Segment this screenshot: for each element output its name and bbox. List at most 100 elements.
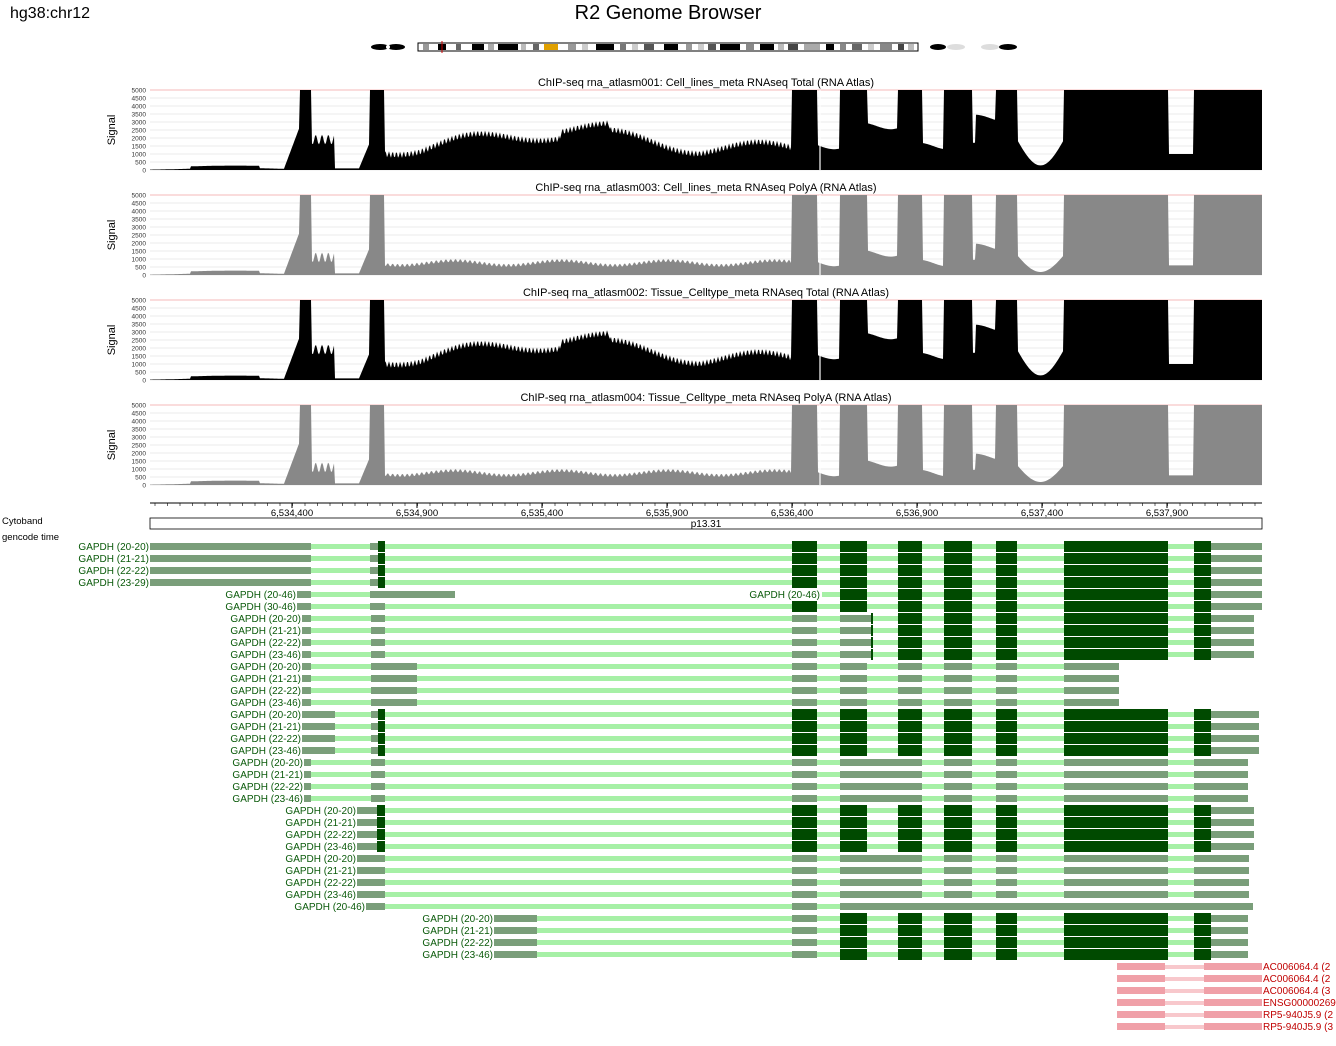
- transcript-label[interactable]: GAPDH (20-20): [230, 662, 301, 673]
- gencode-track[interactable]: GAPDH (20-20)GAPDH (21-21)GAPDH (22-22)G…: [78, 541, 1262, 961]
- signal-track[interactable]: ChIP-seq rna_atlasm002: Tissue_Celltype_…: [106, 287, 1262, 385]
- transcript-label[interactable]: GAPDH (21-21): [230, 626, 301, 637]
- transcript-label[interactable]: GAPDH (23-46): [422, 950, 493, 961]
- transcript-row[interactable]: GAPDH (23-46): [422, 949, 1248, 961]
- other-transcript-label[interactable]: RP5-940J5.9 (3: [1263, 1022, 1333, 1033]
- transcript-label[interactable]: GAPDH (22-22): [230, 638, 301, 649]
- transcript-label[interactable]: GAPDH (23-46): [285, 842, 356, 853]
- transcript-label[interactable]: GAPDH (22-22): [232, 782, 303, 793]
- transcript-label[interactable]: GAPDH (22-22): [285, 878, 356, 889]
- transcript-label[interactable]: GAPDH (23-46): [232, 794, 303, 805]
- transcript-row[interactable]: GAPDH (20-20): [78, 541, 1262, 553]
- transcript-label[interactable]: GAPDH (20-20): [232, 758, 303, 769]
- chromosome-ideogram[interactable]: [368, 40, 1028, 54]
- transcript-row[interactable]: GAPDH (21-21): [230, 625, 1254, 637]
- transcript-row[interactable]: GAPDH (20-20): [230, 613, 1254, 625]
- transcript-row[interactable]: GAPDH (21-21): [230, 674, 1119, 685]
- transcript-row[interactable]: GAPDH (21-21): [285, 817, 1254, 829]
- other-transcript-row[interactable]: AC006064.4 (2: [1117, 962, 1331, 973]
- other-transcript-label[interactable]: ENSG00000269: [1263, 998, 1336, 1009]
- transcript-row[interactable]: GAPDH (21-21): [78, 553, 1262, 565]
- transcript-row[interactable]: GAPDH (23-46): [285, 841, 1254, 853]
- transcript-row[interactable]: GAPDH (23-46): [230, 698, 1119, 709]
- transcript-segment: [1064, 721, 1168, 732]
- transcript-row[interactable]: GAPDH (21-21): [285, 866, 1249, 877]
- transcript-row[interactable]: GAPDH (20-20): [422, 913, 1248, 925]
- transcript-row[interactable]: GAPDH (21-21): [232, 770, 1248, 781]
- transcript-label[interactable]: GAPDH (20-20): [230, 614, 301, 625]
- transcript-label[interactable]: GAPDH (23-46): [230, 650, 301, 661]
- transcript-label[interactable]: GAPDH (23-46): [230, 746, 301, 757]
- other-transcript-label[interactable]: AC006064.4 (3: [1263, 986, 1331, 997]
- transcript-row[interactable]: GAPDH (23-46): [230, 745, 1259, 757]
- transcript-label[interactable]: GAPDH (30-46): [225, 602, 296, 613]
- transcript-row[interactable]: GAPDH (22-22): [230, 637, 1254, 649]
- signal-track[interactable]: ChIP-seq rna_atlasm001: Cell_lines_meta …: [106, 77, 1262, 175]
- transcript-label[interactable]: GAPDH (22-22): [230, 686, 301, 697]
- transcript-row[interactable]: GAPDH (20-20): [230, 662, 1119, 673]
- transcript-label[interactable]: GAPDH (20-20): [422, 914, 493, 925]
- transcript-label[interactable]: GAPDH (21-21): [230, 722, 301, 733]
- transcript-row[interactable]: GAPDH (22-22): [230, 686, 1119, 697]
- transcript-row[interactable]: GAPDH (20-46): [294, 902, 1253, 913]
- transcript-row[interactable]: GAPDH (22-22): [285, 829, 1254, 841]
- transcript-row[interactable]: GAPDH (22-22): [285, 878, 1249, 889]
- transcript-segment: [840, 541, 867, 552]
- transcript-segment: [996, 663, 1017, 670]
- transcript-label[interactable]: GAPDH (22-22): [78, 566, 149, 577]
- transcript-row[interactable]: GAPDH (21-21): [422, 925, 1248, 937]
- transcript-row[interactable]: GAPDH (22-22): [422, 937, 1248, 949]
- transcript-label[interactable]: GAPDH (22-22): [230, 734, 301, 745]
- transcript-label[interactable]: GAPDH (21-21): [230, 674, 301, 685]
- signal-track[interactable]: ChIP-seq rna_atlasm004: Tissue_Celltype_…: [106, 392, 1262, 490]
- transcript-label[interactable]: GAPDH (20-46): [225, 590, 296, 601]
- transcript-segment: [1194, 949, 1211, 960]
- transcript-label[interactable]: GAPDH (21-21): [285, 818, 356, 829]
- transcript-label[interactable]: GAPDH (21-21): [285, 866, 356, 877]
- transcript-row[interactable]: GAPDH (21-21): [230, 721, 1259, 733]
- other-transcript-label[interactable]: AC006064.4 (2: [1263, 974, 1331, 985]
- transcript-label[interactable]: GAPDH (20-20): [230, 710, 301, 721]
- transcript-segment: [996, 913, 1017, 924]
- transcript-label-secondary[interactable]: GAPDH (20-46): [749, 590, 820, 601]
- transcript-row[interactable]: GAPDH (20-20): [285, 854, 1249, 865]
- transcript-row[interactable]: GAPDH (22-22): [232, 782, 1248, 793]
- cytoband-track[interactable]: Cytoband p13.31 gencode time: [2, 516, 1263, 543]
- transcript-label[interactable]: GAPDH (21-21): [422, 926, 493, 937]
- transcript-row[interactable]: GAPDH (23-46): [230, 649, 1254, 661]
- transcript-label[interactable]: GAPDH (23-46): [285, 890, 356, 901]
- transcript-label[interactable]: GAPDH (21-21): [232, 770, 303, 781]
- transcript-label[interactable]: GAPDH (23-46): [230, 698, 301, 709]
- transcript-row[interactable]: GAPDH (30-46): [225, 601, 1262, 613]
- transcript-label[interactable]: GAPDH (20-46): [294, 902, 365, 913]
- transcript-segment: [871, 625, 873, 636]
- transcript-row[interactable]: GAPDH (20-20): [285, 805, 1254, 817]
- transcript-row[interactable]: GAPDH (23-46): [232, 794, 1248, 805]
- transcript-row[interactable]: GAPDH (20-20): [232, 758, 1248, 769]
- other-transcript-row[interactable]: AC006064.4 (3: [1117, 986, 1331, 997]
- other-transcript-row[interactable]: AC006064.4 (2: [1117, 974, 1331, 985]
- other-transcript-label[interactable]: RP5-940J5.9 (2: [1263, 1010, 1333, 1021]
- other-transcript-row[interactable]: ENSG00000269: [1117, 998, 1336, 1009]
- transcript-label[interactable]: GAPDH (20-20): [285, 806, 356, 817]
- transcript-label[interactable]: GAPDH (22-22): [285, 830, 356, 841]
- transcript-label[interactable]: GAPDH (22-22): [422, 938, 493, 949]
- transcript-label[interactable]: GAPDH (20-20): [78, 542, 149, 553]
- transcript-label[interactable]: GAPDH (20-20): [285, 854, 356, 865]
- transcript-label[interactable]: GAPDH (21-21): [78, 554, 149, 565]
- transcript-row[interactable]: GAPDH (23-46): [285, 890, 1249, 901]
- transcript-row[interactable]: GAPDH (20-46) GAPDH (20-46): [225, 589, 1262, 601]
- transcript-row[interactable]: GAPDH (20-20): [230, 709, 1259, 721]
- track-ytick-label: 0: [142, 378, 146, 385]
- transcript-label[interactable]: GAPDH (23-29): [78, 578, 149, 589]
- other-transcript-row[interactable]: RP5-940J5.9 (2: [1117, 1010, 1333, 1021]
- transcript-segment: [302, 651, 311, 658]
- other-transcript-label[interactable]: AC006064.4 (2: [1263, 962, 1331, 973]
- transcript-row[interactable]: GAPDH (23-29): [78, 577, 1262, 589]
- other-transcript-row[interactable]: RP5-940J5.9 (3: [1117, 1022, 1333, 1033]
- signal-track[interactable]: ChIP-seq rna_atlasm003: Cell_lines_meta …: [106, 182, 1262, 280]
- transcript-row[interactable]: GAPDH (22-22): [230, 733, 1259, 745]
- transcript-row[interactable]: GAPDH (22-22): [78, 565, 1262, 577]
